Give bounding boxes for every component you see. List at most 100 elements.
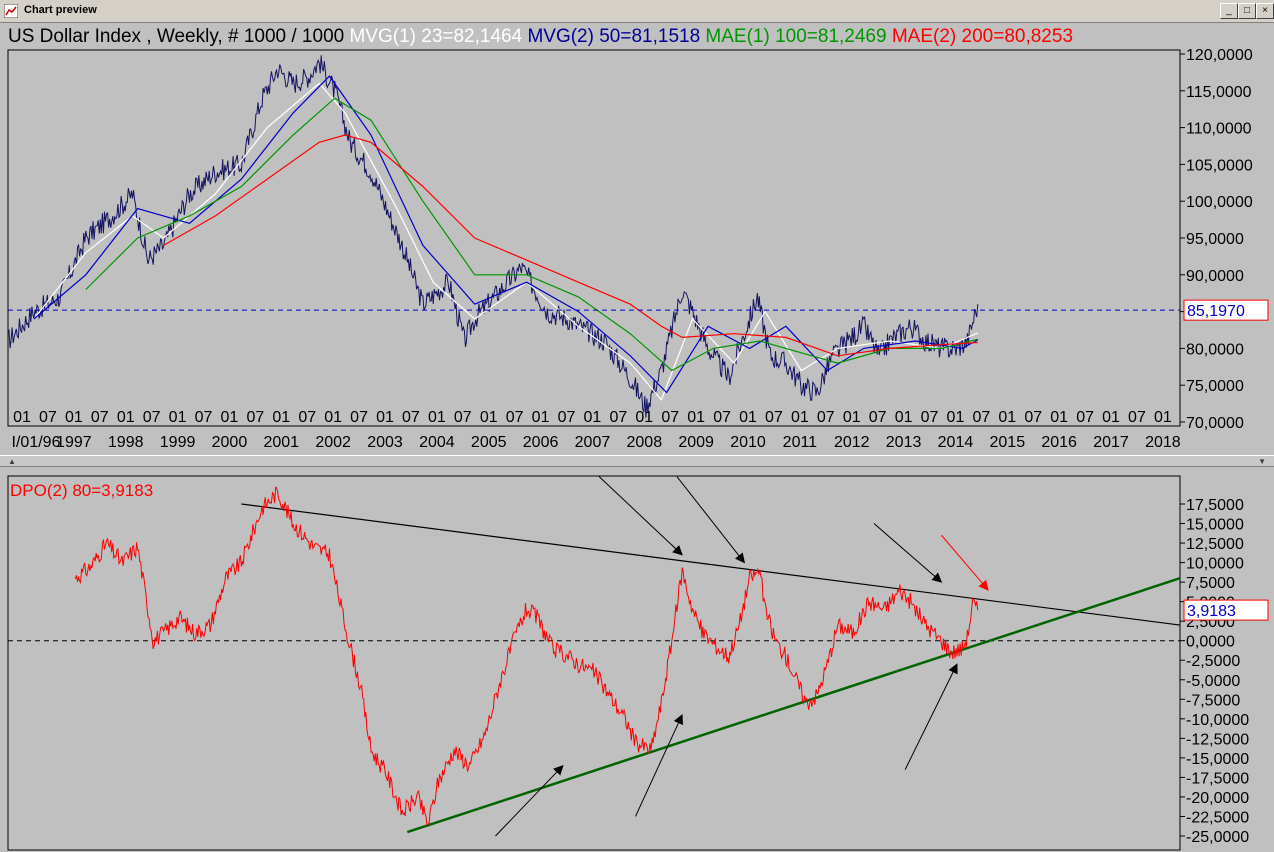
x-month-label: 01: [65, 409, 83, 426]
x-month-label: 01: [480, 409, 498, 426]
price-chart[interactable]: US Dollar Index , Weekly, # 1000 / 1000 …: [0, 22, 1274, 454]
y-tick-label: 105,0000: [1186, 157, 1253, 174]
dpo-series: 3,9183: [8, 486, 1269, 834]
x-month-label: 07: [195, 409, 213, 426]
y-tick-label: 95,0000: [1186, 231, 1244, 248]
collapse-down-icon[interactable]: ▼: [1258, 457, 1266, 466]
x-month-label: 07: [298, 409, 316, 426]
x-month-label: 01: [1102, 409, 1120, 426]
x-month-label: 01: [998, 409, 1016, 426]
x-year-label: 2006: [523, 434, 559, 451]
y-tick-label: 100,0000: [1186, 194, 1253, 211]
annotation-arrow: [598, 476, 683, 556]
x-month-label: 07: [246, 409, 264, 426]
x-year-label: 2009: [678, 434, 714, 451]
legend-entry: MAE(1) 100=81,2469: [700, 26, 886, 47]
x-month-label: 01: [635, 409, 653, 426]
x-month-label: 07: [91, 409, 109, 426]
y-tick-label: -17,5000: [1186, 770, 1249, 787]
x-month-label: 01: [221, 409, 239, 426]
maximize-icon[interactable]: □: [1238, 3, 1256, 19]
price-x-axis: 01 07 01 07 01 07 01 07 01 07 01 07 01 07 01 07 01 07 01 07…: [12, 409, 1181, 451]
x-year-label: 2005: [471, 434, 507, 451]
y-tick-label: 110,0000: [1186, 121, 1252, 138]
y-tick-label: 90,0000: [1186, 268, 1244, 285]
annotation-arrow: [904, 663, 958, 770]
mae2-line: [163, 134, 978, 357]
x-month-label: 01: [13, 409, 31, 426]
y-tick-label: -7,5000: [1186, 692, 1240, 709]
price-line: [7, 55, 979, 418]
x-year-label: 2016: [1041, 434, 1077, 451]
x-year-label: 2000: [212, 434, 248, 451]
dpo-plot-area: [7, 475, 1181, 851]
x-month-label: 07: [1024, 409, 1042, 426]
x-year-label: 2013: [886, 434, 922, 451]
y-tick-label: -12,5000: [1186, 731, 1249, 748]
x-month-label: 01: [428, 409, 446, 426]
y-tick-label: 17,5000: [1186, 497, 1244, 514]
x-month-label: 07: [506, 409, 524, 426]
x-month-label: 07: [661, 409, 679, 426]
x-year-label: 2001: [263, 434, 299, 451]
x-year-label: 1999: [160, 434, 196, 451]
x-month-label: 01: [169, 409, 187, 426]
legend-entry: US Dollar Index , Weekly, # 1000 / 1000: [8, 26, 344, 47]
x-month-label: 07: [402, 409, 420, 426]
y-tick-label: -20,0000: [1186, 790, 1249, 807]
dpo-current-label: 3,9183: [1187, 603, 1236, 620]
x-month-label: 01: [1050, 409, 1068, 426]
y-tick-label: 0,0000: [1186, 634, 1235, 651]
x-month-label: 07: [143, 409, 161, 426]
annotation-arrow: [495, 764, 564, 837]
x-month-label: 07: [350, 409, 368, 426]
x-month-label: 01: [947, 409, 965, 426]
x-month-label: 07: [609, 409, 627, 426]
y-tick-label: -15,0000: [1186, 751, 1249, 768]
x-year-label: I/01/96: [12, 434, 61, 451]
x-year-label: 2017: [1093, 434, 1129, 451]
y-tick-label: 115,0000: [1186, 84, 1252, 101]
x-month-label: 01: [1154, 409, 1172, 426]
pane-divider[interactable]: ▲ ▼: [0, 455, 1274, 467]
x-month-label: 01: [324, 409, 342, 426]
y-tick-label: 10,0000: [1186, 556, 1244, 573]
price-y-axis: 120,0000 115,0000 110,0000 105,0000 100,0000…: [1180, 47, 1253, 432]
upper-trendline: [241, 503, 1181, 626]
x-year-label: 2014: [938, 434, 974, 451]
x-month-label: 01: [843, 409, 861, 426]
x-month-label: 07: [765, 409, 783, 426]
x-month-label: 07: [713, 409, 731, 426]
x-year-label: 2010: [730, 434, 766, 451]
price-plot-area: [7, 49, 1181, 427]
price-legend-text: US Dollar Index , Weekly, # 1000 / 1000 …: [8, 26, 1073, 47]
reference-label: 85,1970: [1187, 303, 1245, 320]
x-year-label: 2004: [419, 434, 455, 451]
dpo-line: [74, 486, 979, 826]
price-legend: US Dollar Index , Weekly, # 1000 / 1000 …: [8, 26, 1073, 47]
x-month-label: 01: [117, 409, 135, 426]
dpo-chart[interactable]: DPO(2) 80=3,9183 17,5000 15,0000 12,5000 10…: [0, 466, 1274, 852]
x-month-label: 01: [791, 409, 809, 426]
legend-entry: MAE(2) 200=80,8253: [887, 26, 1073, 47]
x-year-label: 2015: [990, 434, 1026, 451]
y-tick-label: -25,0000: [1186, 829, 1249, 846]
mae1-line: [85, 97, 978, 372]
x-month-label: 01: [895, 409, 913, 426]
dpo-current-box: [1183, 599, 1269, 621]
annotation-arrow: [873, 523, 943, 583]
x-month-label: 07: [1076, 409, 1094, 426]
window-title: Chart preview: [24, 4, 97, 16]
y-tick-label: -5,0000: [1186, 673, 1240, 690]
x-month-label: 07: [454, 409, 472, 426]
x-month-label: 07: [817, 409, 835, 426]
x-month-label: 01: [584, 409, 602, 426]
minimize-icon[interactable]: _: [1220, 3, 1238, 19]
y-tick-label: -22,5000: [1186, 809, 1249, 826]
y-tick-label: 15,0000: [1186, 517, 1244, 534]
legend-entry: MVG(2) 50=81,1518: [522, 26, 700, 47]
y-tick-label: 120,0000: [1186, 47, 1253, 64]
x-year-label: 2018: [1145, 434, 1181, 451]
collapse-up-icon[interactable]: ▲: [8, 457, 16, 466]
close-icon[interactable]: ×: [1256, 3, 1274, 19]
